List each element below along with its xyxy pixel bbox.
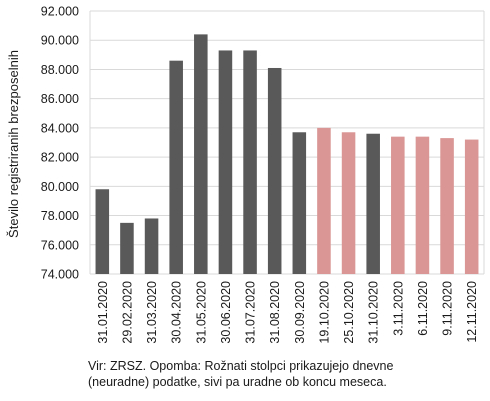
x-category-label: 31.08.2020 xyxy=(268,281,282,344)
y-tick-label: 76.000 xyxy=(41,238,79,252)
y-tick-label: 88.000 xyxy=(41,63,79,77)
y-tick-label: 74.000 xyxy=(41,268,79,282)
x-category-label: 31.03.2020 xyxy=(145,281,159,344)
y-tick-label: 84.000 xyxy=(41,121,79,135)
x-category-label: 19.10.2020 xyxy=(317,281,331,344)
x-category-label: 31.01.2020 xyxy=(96,281,110,344)
bar-daily xyxy=(464,139,479,274)
x-category-label: 31.07.2020 xyxy=(244,281,258,344)
bars xyxy=(95,34,479,275)
y-tick-label: 82.000 xyxy=(41,151,79,165)
y-tick-label: 86.000 xyxy=(41,92,79,106)
bar-monthly xyxy=(292,132,307,274)
bar-monthly xyxy=(144,218,159,274)
bar-daily xyxy=(440,138,454,274)
bar-daily xyxy=(415,136,430,274)
y-tick-label: 78.000 xyxy=(41,209,79,223)
x-category-label: 6.11.2020 xyxy=(416,281,430,336)
source-note-line-1: Vir: ZRSZ. Opomba: Rožnati stolpci prika… xyxy=(88,359,394,373)
source-note: Vir: ZRSZ. Opomba: Rožnati stolpci prika… xyxy=(88,358,448,390)
x-category-label: 30.06.2020 xyxy=(219,281,233,344)
bar-monthly xyxy=(218,50,233,275)
bar-monthly xyxy=(169,60,183,274)
y-axis-title: Število registriranih brezposelnih xyxy=(6,50,21,238)
bar-monthly xyxy=(267,67,282,274)
bar-daily xyxy=(317,127,331,274)
bar-monthly xyxy=(95,189,110,274)
source-note-line-2: (neuradne) podatke, sivi pa uradne ob ko… xyxy=(88,375,387,389)
x-category-label: 9.11.2020 xyxy=(441,281,455,336)
bar-monthly xyxy=(194,34,208,274)
bar-daily xyxy=(391,136,405,274)
bar-monthly xyxy=(366,133,380,274)
bar-chart: 74.000 76.000 78.000 80.000 82.000 84.000 86.0… xyxy=(6,5,485,344)
bar-daily xyxy=(341,132,356,274)
y-axis-ticks: 74.000 76.000 78.000 80.000 82.000 84.000 86.0… xyxy=(41,5,79,282)
x-category-label: 3.11.2020 xyxy=(391,281,405,336)
x-category-label: 29.02.2020 xyxy=(120,281,134,344)
x-axis-labels: 31.01.2020 29.02.2020 31.03.2020 30.04.2020… xyxy=(96,281,479,344)
x-category-label: 31.05.2020 xyxy=(194,281,208,344)
x-category-label: 31.10.2020 xyxy=(367,281,381,344)
bar-monthly xyxy=(120,222,134,274)
bar-monthly xyxy=(243,50,257,275)
x-category-label: 12.11.2020 xyxy=(465,281,479,343)
y-tick-label: 90.000 xyxy=(41,34,79,48)
x-category-label: 30.04.2020 xyxy=(170,281,184,344)
x-category-label: 25.10.2020 xyxy=(342,281,356,344)
y-tick-label: 92.000 xyxy=(41,5,79,19)
x-category-label: 30.09.2020 xyxy=(293,281,307,344)
y-tick-label: 80.000 xyxy=(41,180,79,194)
